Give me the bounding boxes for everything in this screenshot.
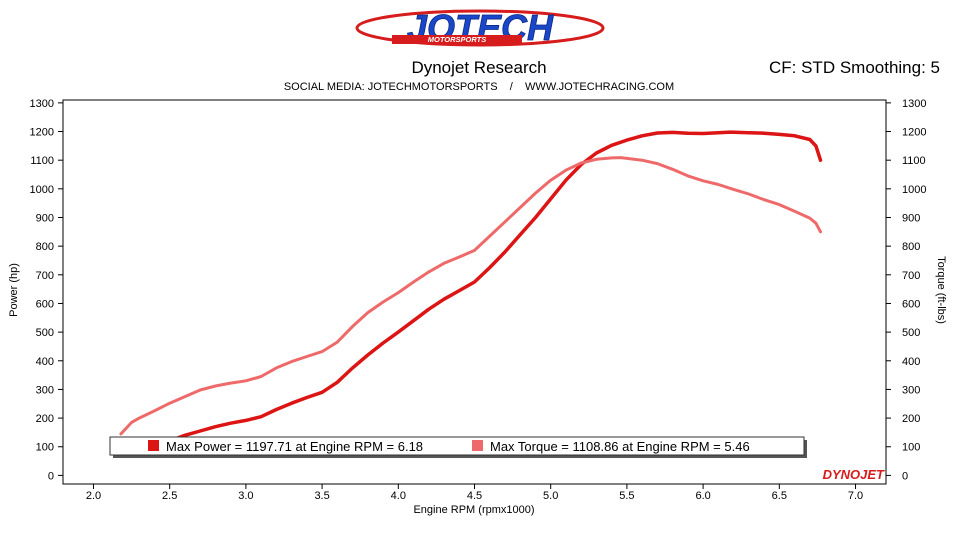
jotech-logo: JOTECH MOTORSPORTS bbox=[355, 7, 605, 48]
x-tick-label: 2.5 bbox=[162, 490, 177, 502]
legend-power-label: Max Power = 1197.71 at Engine RPM = 6.18 bbox=[166, 439, 423, 454]
left-axis: 0 100 200 300 400 500 600 700 800 900 1000 1100 1200… bbox=[30, 98, 63, 482]
power-curve bbox=[137, 130, 823, 455]
social-line: SOCIAL MEDIA: JOTECHMOTORSPORTS / WWW.JO… bbox=[284, 81, 674, 93]
y-tick-label-right: 1200 bbox=[902, 127, 926, 139]
logo-swoosh bbox=[355, 9, 605, 47]
y-tick-label-left: 300 bbox=[36, 384, 54, 396]
y-tick-label-left: 0 bbox=[48, 470, 54, 482]
y-tick-label-right: 900 bbox=[902, 212, 920, 224]
torque-curve bbox=[119, 156, 822, 436]
x-tick-label: 3.0 bbox=[238, 490, 253, 502]
x-tick-label: 7.0 bbox=[848, 490, 863, 502]
y-tick-label-right: 200 bbox=[902, 413, 920, 425]
correction-info: CF: STD Smoothing: 5 bbox=[769, 58, 940, 77]
chart-title: Dynojet Research bbox=[411, 58, 546, 77]
legend-torque-swatch bbox=[472, 440, 483, 451]
y-tick-label-right: 500 bbox=[902, 327, 920, 339]
x-tick-label: 2.0 bbox=[86, 490, 101, 502]
y-tick-label-right: 700 bbox=[902, 270, 920, 282]
y-tick-label-left: 500 bbox=[36, 327, 54, 339]
series-layer bbox=[119, 130, 823, 455]
y-tick-label-left: 1200 bbox=[30, 127, 54, 139]
logo-sub-band bbox=[392, 35, 522, 44]
x-axis: 2.0 2.5 3.0 3.5 4.0 4.5 5.0 5.5 6.0 6.5 7.0 bbox=[86, 484, 863, 502]
y-tick-label-left: 600 bbox=[36, 298, 54, 310]
y-tick-label-left: 400 bbox=[36, 356, 54, 368]
x-tick-label: 4.5 bbox=[467, 490, 482, 502]
legend-torque-label: Max Torque = 1108.86 at Engine RPM = 5.4… bbox=[490, 439, 750, 454]
x-axis-label: Engine RPM (rpmx1000) bbox=[413, 504, 534, 516]
y-tick-label-right: 0 bbox=[902, 470, 908, 482]
x-tick-label: 3.5 bbox=[314, 490, 329, 502]
y-tick-label-left: 100 bbox=[36, 442, 54, 454]
y-tick-label-left: 700 bbox=[36, 270, 54, 282]
y-tick-label-right: 1000 bbox=[902, 184, 926, 196]
legend: Max Power = 1197.71 at Engine RPM = 6.18… bbox=[109, 436, 807, 458]
y-tick-label-left: 1000 bbox=[30, 184, 54, 196]
plot-area bbox=[62, 99, 887, 485]
y-tick-label-left: 200 bbox=[36, 413, 54, 425]
y-tick-label-right: 1100 bbox=[902, 155, 926, 167]
legend-box bbox=[109, 436, 805, 456]
y-tick-label-left: 1300 bbox=[30, 98, 54, 110]
logo-sub-text: MOTORSPORTS bbox=[428, 35, 486, 44]
y-tick-label-left: 800 bbox=[36, 241, 54, 253]
y-axis-label-right: Torque (ft-lbs) bbox=[935, 256, 947, 324]
legend-power-swatch bbox=[148, 440, 159, 451]
y-axis-label-left: Power (hp) bbox=[8, 263, 20, 317]
y-tick-label-right: 100 bbox=[902, 442, 920, 454]
y-tick-label-left: 900 bbox=[36, 212, 54, 224]
x-tick-label: 5.5 bbox=[619, 490, 634, 502]
right-axis: 0 100 200 300 400 500 600 700 800 900 1000 1100 1200… bbox=[886, 98, 926, 482]
x-tick-label: 5.0 bbox=[543, 490, 558, 502]
y-tick-label-right: 800 bbox=[902, 241, 920, 253]
y-tick-label-right: 600 bbox=[902, 298, 920, 310]
x-tick-label: 6.5 bbox=[772, 490, 787, 502]
y-tick-label-right: 1300 bbox=[902, 98, 926, 110]
y-tick-label-left: 1100 bbox=[30, 155, 54, 167]
x-tick-label: 6.0 bbox=[695, 490, 710, 502]
y-tick-label-right: 300 bbox=[902, 384, 920, 396]
dynojet-watermark: DYNOJET bbox=[823, 467, 885, 482]
y-tick-label-right: 400 bbox=[902, 356, 920, 368]
x-tick-label: 4.0 bbox=[391, 490, 406, 502]
